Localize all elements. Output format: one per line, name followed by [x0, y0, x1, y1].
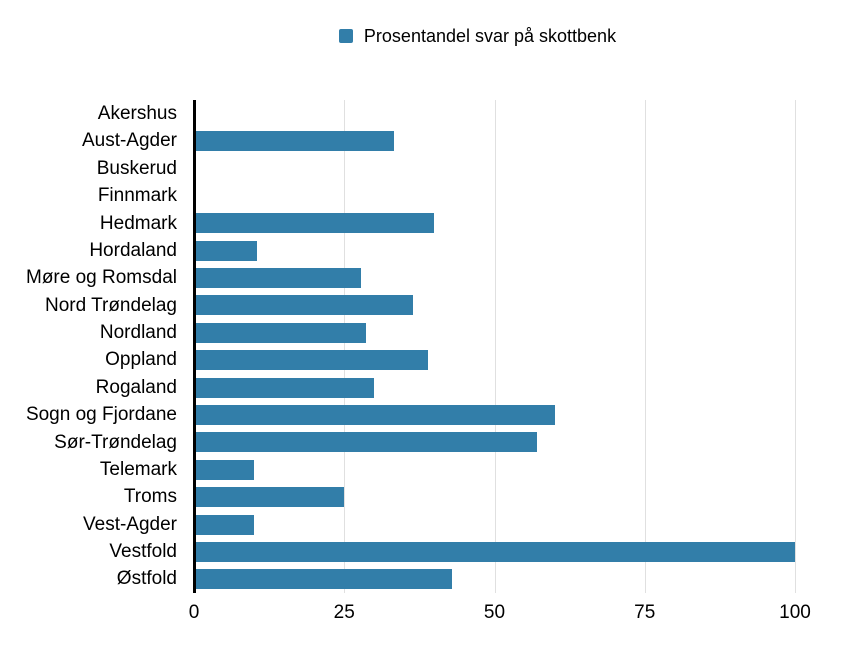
- y-axis-line: [192, 100, 196, 593]
- bar: [194, 569, 452, 590]
- bar: [194, 295, 413, 316]
- plot-area: [192, 100, 796, 593]
- bar: [194, 322, 366, 343]
- category-label: Møre og Romsdal: [26, 267, 177, 289]
- x-tick-label: 0: [188, 602, 200, 623]
- legend: Prosentandel svar på skottbenk: [96, 26, 859, 46]
- category-label: Buskerud: [96, 157, 177, 179]
- category-label: Aust-Agder: [81, 130, 177, 152]
- bar: [194, 377, 375, 398]
- bar: [194, 514, 255, 535]
- gridline: [644, 100, 646, 593]
- category-label: Hedmark: [99, 212, 177, 234]
- category-label: Østfold: [116, 568, 177, 590]
- x-tick-label: 25: [333, 602, 355, 623]
- category-label: Rogaland: [95, 376, 177, 398]
- bar: [194, 404, 555, 425]
- legend-label: Prosentandel svar på skottbenk: [363, 26, 617, 46]
- category-label: Telemark: [99, 458, 177, 480]
- category-label: Sogn og Fjordane: [25, 404, 177, 426]
- bar: [194, 268, 362, 289]
- category-labels: Akershus Aust-Agder Buskerud Finnmark Hedmar…: [0, 100, 177, 593]
- category-label: Nord Trøndelag: [44, 294, 177, 316]
- legend-swatch-icon: [338, 29, 353, 43]
- bar: [194, 240, 258, 261]
- category-label: Hordaland: [89, 239, 177, 261]
- bar: [194, 459, 255, 480]
- x-tick-label: 50: [483, 602, 506, 623]
- x-axis-ticks: 0 25 50 75 100: [189, 602, 811, 628]
- category-label: Sør-Trøndelag: [54, 431, 177, 453]
- bar: [194, 541, 795, 562]
- gridline: [344, 100, 346, 593]
- category-label: Vest-Agder: [83, 513, 177, 535]
- bar: [194, 350, 428, 371]
- bar: [194, 213, 435, 234]
- category-label: Akershus: [97, 103, 177, 124]
- category-label: Vestfold: [109, 541, 177, 562]
- x-tick-label: 75: [634, 602, 656, 623]
- category-label: Finnmark: [97, 185, 177, 207]
- x-tick-label: 100: [779, 602, 811, 623]
- category-label: Troms: [123, 486, 177, 508]
- bar: [194, 487, 345, 508]
- bar: [194, 131, 395, 152]
- gridline: [795, 100, 796, 593]
- category-label: Oppland: [105, 349, 177, 371]
- gridline: [494, 100, 496, 593]
- category-label: Nordland: [99, 322, 177, 343]
- bar: [194, 432, 538, 453]
